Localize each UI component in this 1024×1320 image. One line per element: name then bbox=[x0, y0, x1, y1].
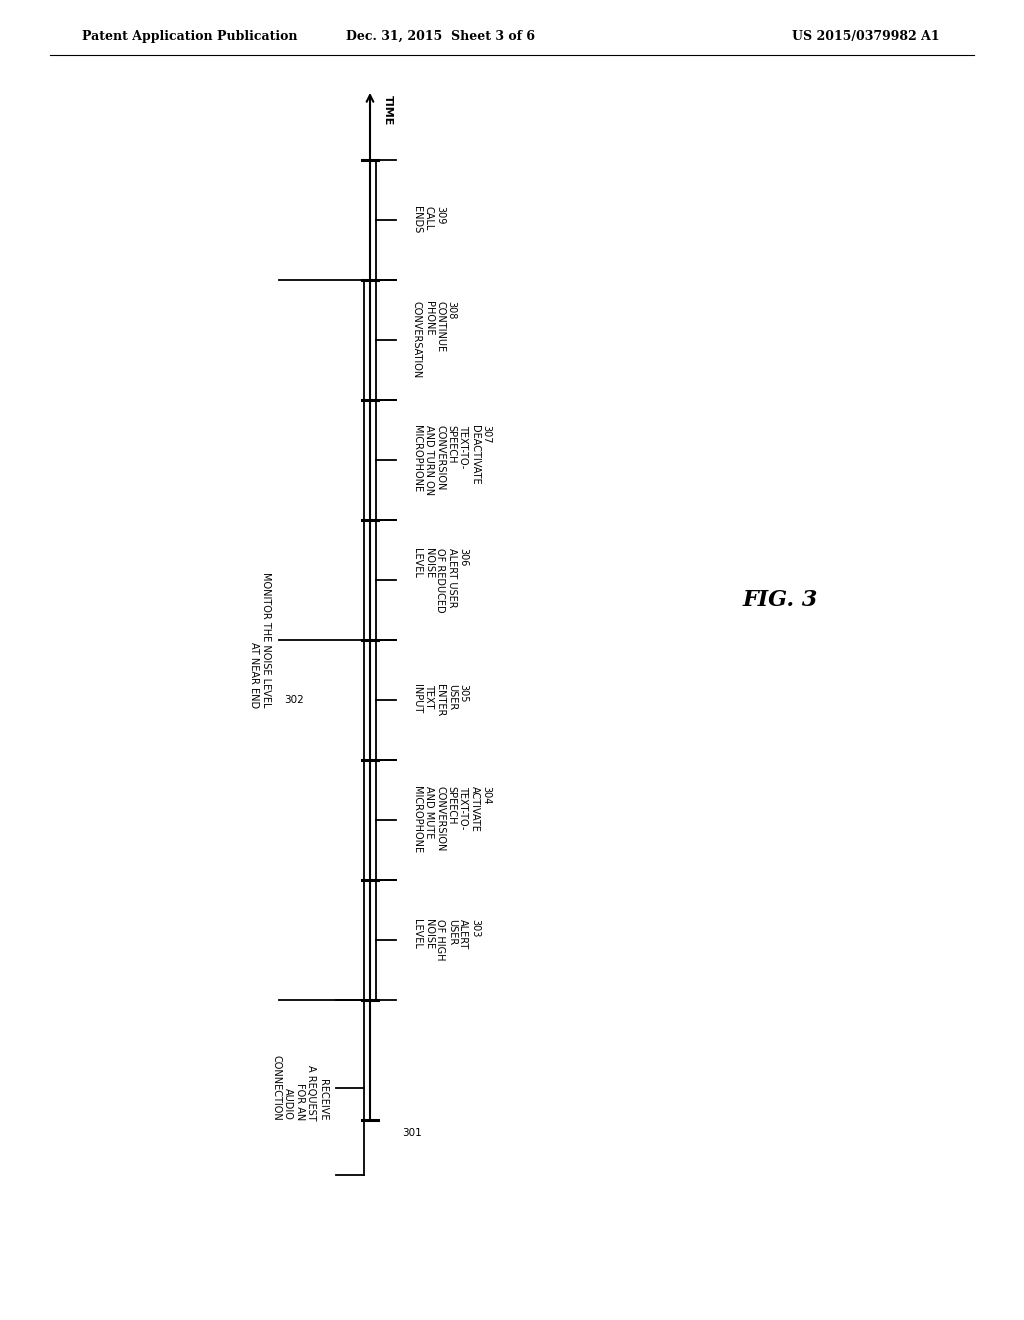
Text: TIME: TIME bbox=[383, 95, 393, 125]
Text: RECEIVE
A REQUEST
FOR AN
AUDIO
CONNECTION: RECEIVE A REQUEST FOR AN AUDIO CONNECTIO… bbox=[271, 1055, 328, 1121]
Text: Patent Application Publication: Patent Application Publication bbox=[82, 30, 298, 44]
Text: 302: 302 bbox=[284, 696, 304, 705]
Text: 306
ALERT USER
OF REDUCED
NOISE
LEVEL: 306 ALERT USER OF REDUCED NOISE LEVEL bbox=[412, 548, 468, 612]
Text: 303
ALERT
USER
OF HIGH
NOISE
LEVEL: 303 ALERT USER OF HIGH NOISE LEVEL bbox=[412, 919, 480, 961]
Text: 301: 301 bbox=[402, 1129, 422, 1138]
Text: US 2015/0379982 A1: US 2015/0379982 A1 bbox=[793, 30, 940, 44]
Text: 308
CONTINUE
PHONE
CONVERSATION: 308 CONTINUE PHONE CONVERSATION bbox=[412, 301, 457, 379]
Text: 304
ACTIVATE
TEXT-TO-
SPEECH
CONVERSION
AND MUTE
MICROPHONE: 304 ACTIVATE TEXT-TO- SPEECH CONVERSION … bbox=[412, 787, 492, 854]
Text: FIG. 3: FIG. 3 bbox=[742, 589, 818, 611]
Text: 307
DEACTIVATE
TEXT-TO-
SPEECH
CONVERSION
AND TURN ON
MICROPHONE: 307 DEACTIVATE TEXT-TO- SPEECH CONVERSIO… bbox=[412, 425, 492, 495]
Text: 309
CALL
ENDS: 309 CALL ENDS bbox=[412, 206, 445, 234]
Text: MONITOR THE NOISE LEVEL
AT NEAR END: MONITOR THE NOISE LEVEL AT NEAR END bbox=[250, 573, 271, 708]
Text: Dec. 31, 2015  Sheet 3 of 6: Dec. 31, 2015 Sheet 3 of 6 bbox=[345, 30, 535, 44]
Text: 305
USER
ENTER
TEXT
INPUT: 305 USER ENTER TEXT INPUT bbox=[412, 684, 468, 717]
